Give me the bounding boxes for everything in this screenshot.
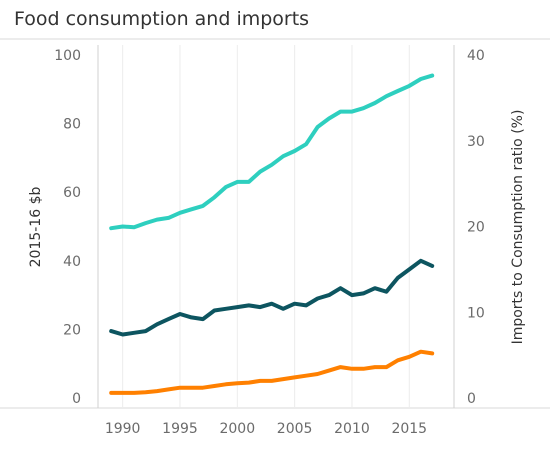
y-axis-label: 2015-16 $b (28, 187, 44, 268)
left-y-tick-labels: 100 80 60 40 20 0 (54, 48, 81, 407)
series-lines (109, 73, 435, 395)
y-tick-label: 100 (54, 48, 81, 64)
x-tick-labels: 1990 1995 2000 2005 2010 2015 (105, 421, 427, 437)
x-tick-label: 2010 (334, 421, 370, 437)
y2-tick-label: 0 (467, 391, 476, 407)
x-tick-label: 2005 (277, 421, 313, 437)
series-line-2 (109, 258, 435, 337)
x-gridlines (122, 45, 410, 408)
y2-axis-label: Imports to Consumption ratio (%) (510, 110, 526, 345)
right-y-tick-labels: 40 30 20 10 0 (467, 48, 485, 407)
y-tick-label: 80 (63, 117, 81, 133)
chart-title: Food consumption and imports (14, 8, 310, 30)
y2-tick-label: 30 (467, 134, 485, 150)
y2-tick-label: 10 (467, 305, 485, 321)
y-tick-label: 20 (63, 322, 81, 338)
x-tick-label: 1990 (105, 421, 141, 437)
y-tick-label: 0 (72, 391, 81, 407)
y-tick-label: 60 (63, 185, 81, 201)
y2-tick-label: 20 (467, 220, 485, 236)
x-tick-label: 2000 (219, 421, 255, 437)
y-tick-label: 40 (63, 254, 81, 270)
x-tick-label: 1995 (162, 421, 198, 437)
y2-tick-label: 40 (467, 48, 485, 64)
x-tick-label: 2015 (391, 421, 427, 437)
series-line-1 (109, 73, 435, 231)
series-line-3 (109, 349, 435, 395)
